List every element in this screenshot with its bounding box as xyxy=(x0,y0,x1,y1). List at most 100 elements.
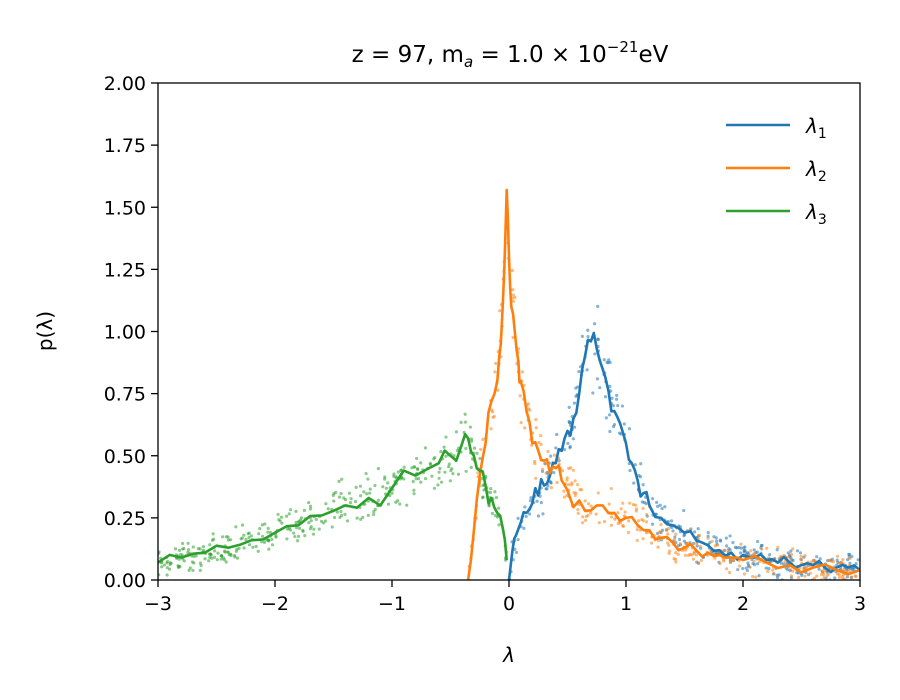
legend-label-2: λ2 xyxy=(805,157,827,185)
scatter-point xyxy=(415,467,420,471)
scatter-point xyxy=(274,534,278,538)
scatter-point xyxy=(368,487,372,491)
scatter-point xyxy=(468,425,472,429)
scatter-point xyxy=(678,542,682,546)
scatter-point xyxy=(803,554,807,558)
scatter-point xyxy=(659,522,663,527)
scatter-point xyxy=(850,567,854,571)
scatter-point xyxy=(529,496,533,500)
scatter-point xyxy=(496,388,500,392)
scatter-point xyxy=(194,554,198,558)
scatter-point xyxy=(627,519,631,523)
scatter-point xyxy=(627,427,632,431)
scatter-point xyxy=(749,549,753,553)
scatter-point xyxy=(247,543,252,547)
scatter-point xyxy=(568,421,572,425)
scatter-point xyxy=(286,527,290,531)
scatter-point xyxy=(656,504,660,508)
scatter-point xyxy=(368,491,372,495)
scatter-point xyxy=(302,508,306,513)
scatter-point xyxy=(821,570,825,574)
scatter-point xyxy=(516,538,520,542)
scatter-point xyxy=(666,520,670,524)
scatter-point xyxy=(731,558,736,562)
scatter-point xyxy=(270,543,275,547)
scatter-point xyxy=(667,543,671,548)
scatter-point xyxy=(490,410,495,414)
scatter-point xyxy=(698,544,702,548)
scatter-point xyxy=(359,494,363,498)
scatter-point xyxy=(760,547,764,551)
scatter-point xyxy=(376,466,380,471)
scatter-point xyxy=(667,551,671,555)
scatter-point xyxy=(586,513,590,517)
scatter-point xyxy=(645,512,649,517)
scatter-point xyxy=(607,502,611,506)
scatter-point xyxy=(419,480,423,484)
scatter-point xyxy=(742,546,746,550)
scatter-point xyxy=(697,533,702,538)
scatter-point xyxy=(191,568,195,572)
scatter-point xyxy=(633,463,637,467)
scatter-point xyxy=(180,541,185,546)
scatter-point xyxy=(754,575,758,579)
scatter-point xyxy=(666,541,670,545)
scatter-point xyxy=(743,548,747,553)
scatter-point xyxy=(636,519,641,523)
scatter-point xyxy=(412,488,416,492)
scatter-point xyxy=(541,512,545,516)
scatter-point xyxy=(516,516,520,520)
scatter-point xyxy=(220,554,224,558)
scatter-point xyxy=(628,501,632,505)
scatter-point xyxy=(384,486,388,490)
scatter-point xyxy=(722,559,726,563)
scatter-point xyxy=(448,479,452,483)
scatter-point xyxy=(489,427,493,431)
scatter-point xyxy=(771,568,775,572)
scatter-point xyxy=(611,425,616,429)
scatter-point xyxy=(608,360,612,364)
scatter-point xyxy=(288,528,293,532)
scatter-point xyxy=(835,558,839,562)
scatter-point xyxy=(748,565,752,569)
scatter-point xyxy=(332,499,336,503)
scatter-point xyxy=(242,546,246,550)
scatter-point xyxy=(294,526,299,530)
axes-frame xyxy=(157,82,861,581)
scatter-point xyxy=(572,491,576,495)
scatter-point xyxy=(603,395,608,399)
scatter-point xyxy=(339,491,343,496)
scatter-point xyxy=(673,535,677,539)
scatter-point xyxy=(618,431,622,435)
scatter-point xyxy=(534,418,538,422)
scatter-point xyxy=(572,401,577,405)
scatter-point xyxy=(416,476,421,481)
scatter-point xyxy=(589,504,593,508)
scatter-point xyxy=(527,512,532,516)
scatter-point xyxy=(571,468,575,472)
scatter-point xyxy=(609,523,613,527)
scatter-point xyxy=(797,575,801,580)
scatter-point xyxy=(439,480,444,484)
scatter-point xyxy=(376,498,380,502)
scatter-point xyxy=(308,527,312,531)
scatter-point xyxy=(764,566,768,570)
plot-area xyxy=(158,188,860,580)
scatter-point xyxy=(160,565,164,569)
scatter-point xyxy=(242,533,246,537)
scatter-point xyxy=(739,546,743,550)
scatter-point xyxy=(552,453,557,457)
scatter-point xyxy=(841,575,845,579)
scatter-point xyxy=(493,490,497,494)
scatter-point xyxy=(676,544,680,548)
scatter-point xyxy=(642,500,646,505)
scatter-point xyxy=(607,358,611,362)
scatter-point xyxy=(337,495,342,499)
scatter-point xyxy=(609,515,614,519)
scatter-point xyxy=(293,534,297,539)
scatter-point xyxy=(719,539,723,543)
scatter-point xyxy=(372,512,376,517)
scatter-point xyxy=(608,384,612,389)
scatter-point xyxy=(256,549,260,553)
scatter-point xyxy=(208,543,212,547)
